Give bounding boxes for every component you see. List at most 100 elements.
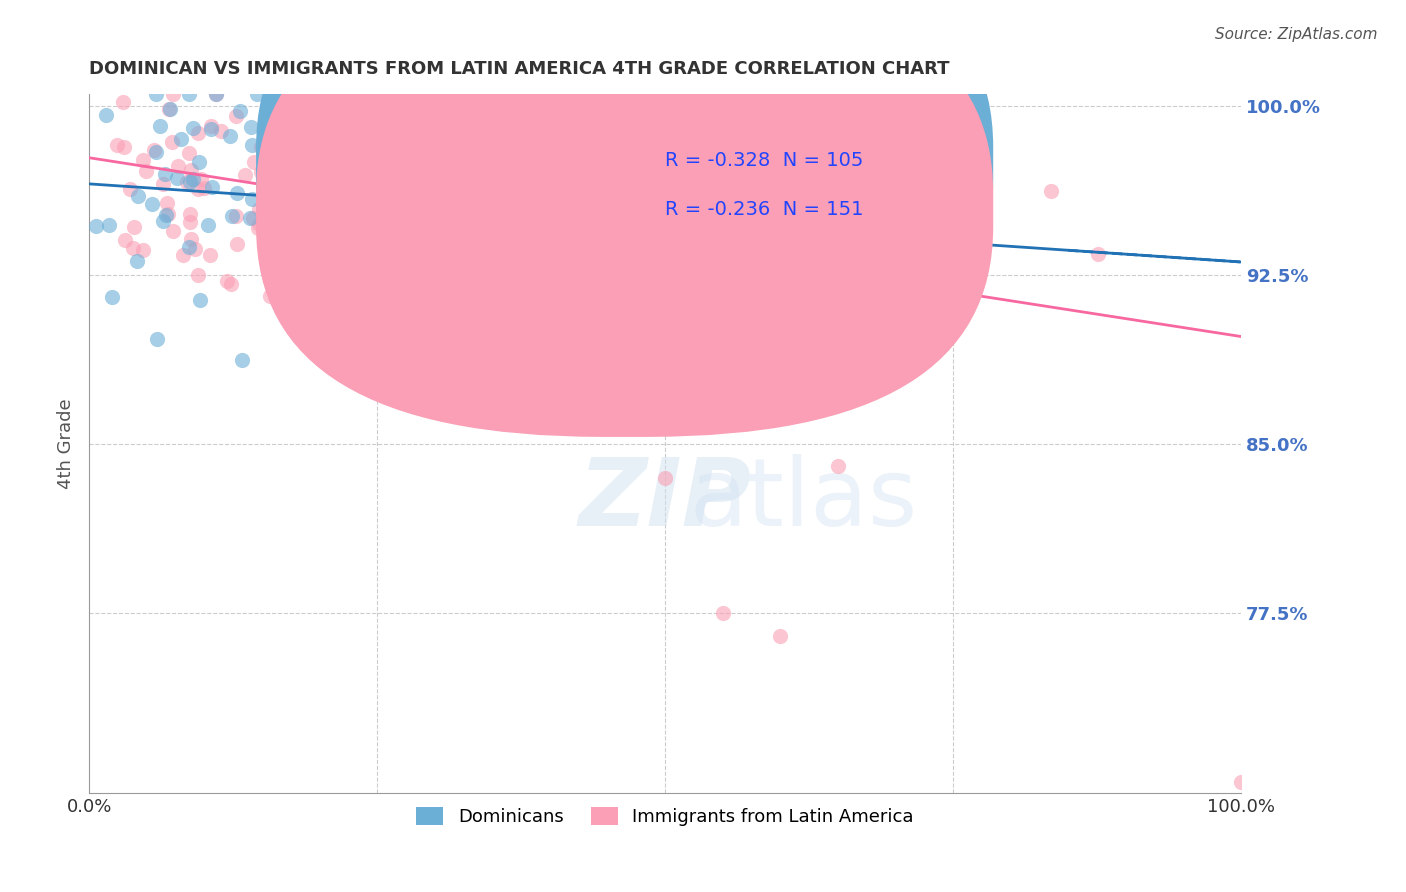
Immigrants from Latin America xyxy=(426,169,449,184)
Dominicans xyxy=(486,246,509,260)
Dominicans xyxy=(221,209,243,223)
Dominicans xyxy=(402,195,425,210)
Dominicans xyxy=(522,152,544,166)
Immigrants from Latin America xyxy=(277,87,299,102)
Immigrants from Latin America xyxy=(247,217,270,231)
Dominicans xyxy=(782,167,804,181)
Immigrants from Latin America xyxy=(179,215,201,229)
Dominicans xyxy=(240,120,263,134)
Immigrants from Latin America xyxy=(262,178,284,193)
Dominicans xyxy=(152,214,174,228)
Immigrants from Latin America xyxy=(671,263,693,277)
Immigrants from Latin America xyxy=(1230,775,1253,789)
Immigrants from Latin America xyxy=(162,87,184,102)
Dominicans xyxy=(429,317,451,331)
Immigrants from Latin America xyxy=(190,172,212,186)
Immigrants from Latin America xyxy=(901,231,924,245)
FancyBboxPatch shape xyxy=(591,164,901,262)
Immigrants from Latin America xyxy=(162,224,184,238)
Immigrants from Latin America xyxy=(688,200,710,214)
Dominicans xyxy=(188,293,211,308)
Dominicans xyxy=(564,151,586,165)
Dominicans xyxy=(141,197,163,211)
Dominicans xyxy=(315,177,337,191)
Dominicans xyxy=(650,188,672,202)
Dominicans xyxy=(623,294,645,309)
Dominicans xyxy=(599,175,621,189)
Immigrants from Latin America xyxy=(763,345,786,359)
Dominicans xyxy=(673,334,696,349)
Immigrants from Latin America xyxy=(156,195,179,210)
Immigrants from Latin America xyxy=(122,220,145,235)
Dominicans xyxy=(381,195,404,210)
Immigrants from Latin America xyxy=(688,200,710,214)
Dominicans xyxy=(679,87,702,102)
Immigrants from Latin America xyxy=(453,238,475,252)
Immigrants from Latin America xyxy=(305,161,328,175)
Immigrants from Latin America xyxy=(215,274,238,288)
FancyBboxPatch shape xyxy=(256,0,993,437)
Immigrants from Latin America xyxy=(1087,247,1109,261)
Immigrants from Latin America xyxy=(769,628,792,642)
Dominicans xyxy=(709,136,731,151)
Immigrants from Latin America xyxy=(283,163,305,178)
Immigrants from Latin America xyxy=(333,136,356,151)
Immigrants from Latin America xyxy=(571,218,593,232)
Y-axis label: 4th Grade: 4th Grade xyxy=(58,399,75,489)
Dominicans xyxy=(219,128,242,143)
Dominicans xyxy=(342,100,364,114)
Immigrants from Latin America xyxy=(184,243,207,257)
Immigrants from Latin America xyxy=(589,87,612,102)
Immigrants from Latin America xyxy=(582,215,605,229)
Immigrants from Latin America xyxy=(132,244,155,258)
Immigrants from Latin America xyxy=(247,202,270,216)
Immigrants from Latin America xyxy=(468,218,491,232)
Dominicans xyxy=(149,119,172,133)
Immigrants from Latin America xyxy=(264,230,287,244)
Immigrants from Latin America xyxy=(285,120,308,134)
Dominicans xyxy=(155,208,177,222)
Dominicans xyxy=(246,87,269,102)
Immigrants from Latin America xyxy=(778,121,800,136)
Immigrants from Latin America xyxy=(247,221,270,235)
Immigrants from Latin America xyxy=(304,115,326,129)
Dominicans xyxy=(229,103,252,118)
Immigrants from Latin America xyxy=(389,305,412,319)
Immigrants from Latin America xyxy=(526,145,548,159)
Dominicans xyxy=(257,179,280,194)
Immigrants from Latin America xyxy=(426,261,449,276)
Immigrants from Latin America xyxy=(943,263,966,277)
Immigrants from Latin America xyxy=(288,261,311,276)
Immigrants from Latin America xyxy=(274,179,297,194)
Dominicans xyxy=(593,118,616,132)
Immigrants from Latin America xyxy=(654,471,676,485)
Immigrants from Latin America xyxy=(249,165,271,179)
Immigrants from Latin America xyxy=(665,87,688,102)
Dominicans xyxy=(460,249,482,263)
Dominicans xyxy=(277,277,299,292)
Immigrants from Latin America xyxy=(288,123,311,137)
Dominicans xyxy=(613,258,636,272)
Dominicans xyxy=(770,324,793,338)
Dominicans xyxy=(278,126,301,140)
Dominicans xyxy=(200,121,222,136)
Text: ZIP: ZIP xyxy=(578,454,751,546)
Dominicans xyxy=(433,295,456,310)
Immigrants from Latin America xyxy=(361,234,384,248)
Text: atlas: atlas xyxy=(689,454,917,546)
Immigrants from Latin America xyxy=(711,606,734,620)
Dominicans xyxy=(370,243,392,257)
Immigrants from Latin America xyxy=(416,249,439,263)
Immigrants from Latin America xyxy=(513,156,536,170)
Immigrants from Latin America xyxy=(405,123,427,137)
Dominicans xyxy=(799,241,821,255)
Immigrants from Latin America xyxy=(420,227,443,241)
Dominicans xyxy=(98,219,121,233)
Dominicans xyxy=(145,145,167,159)
Immigrants from Latin America xyxy=(330,251,353,265)
Dominicans xyxy=(503,192,526,206)
Dominicans xyxy=(484,186,506,201)
Immigrants from Latin America xyxy=(179,207,201,221)
Dominicans xyxy=(447,196,470,211)
Dominicans xyxy=(314,277,336,291)
